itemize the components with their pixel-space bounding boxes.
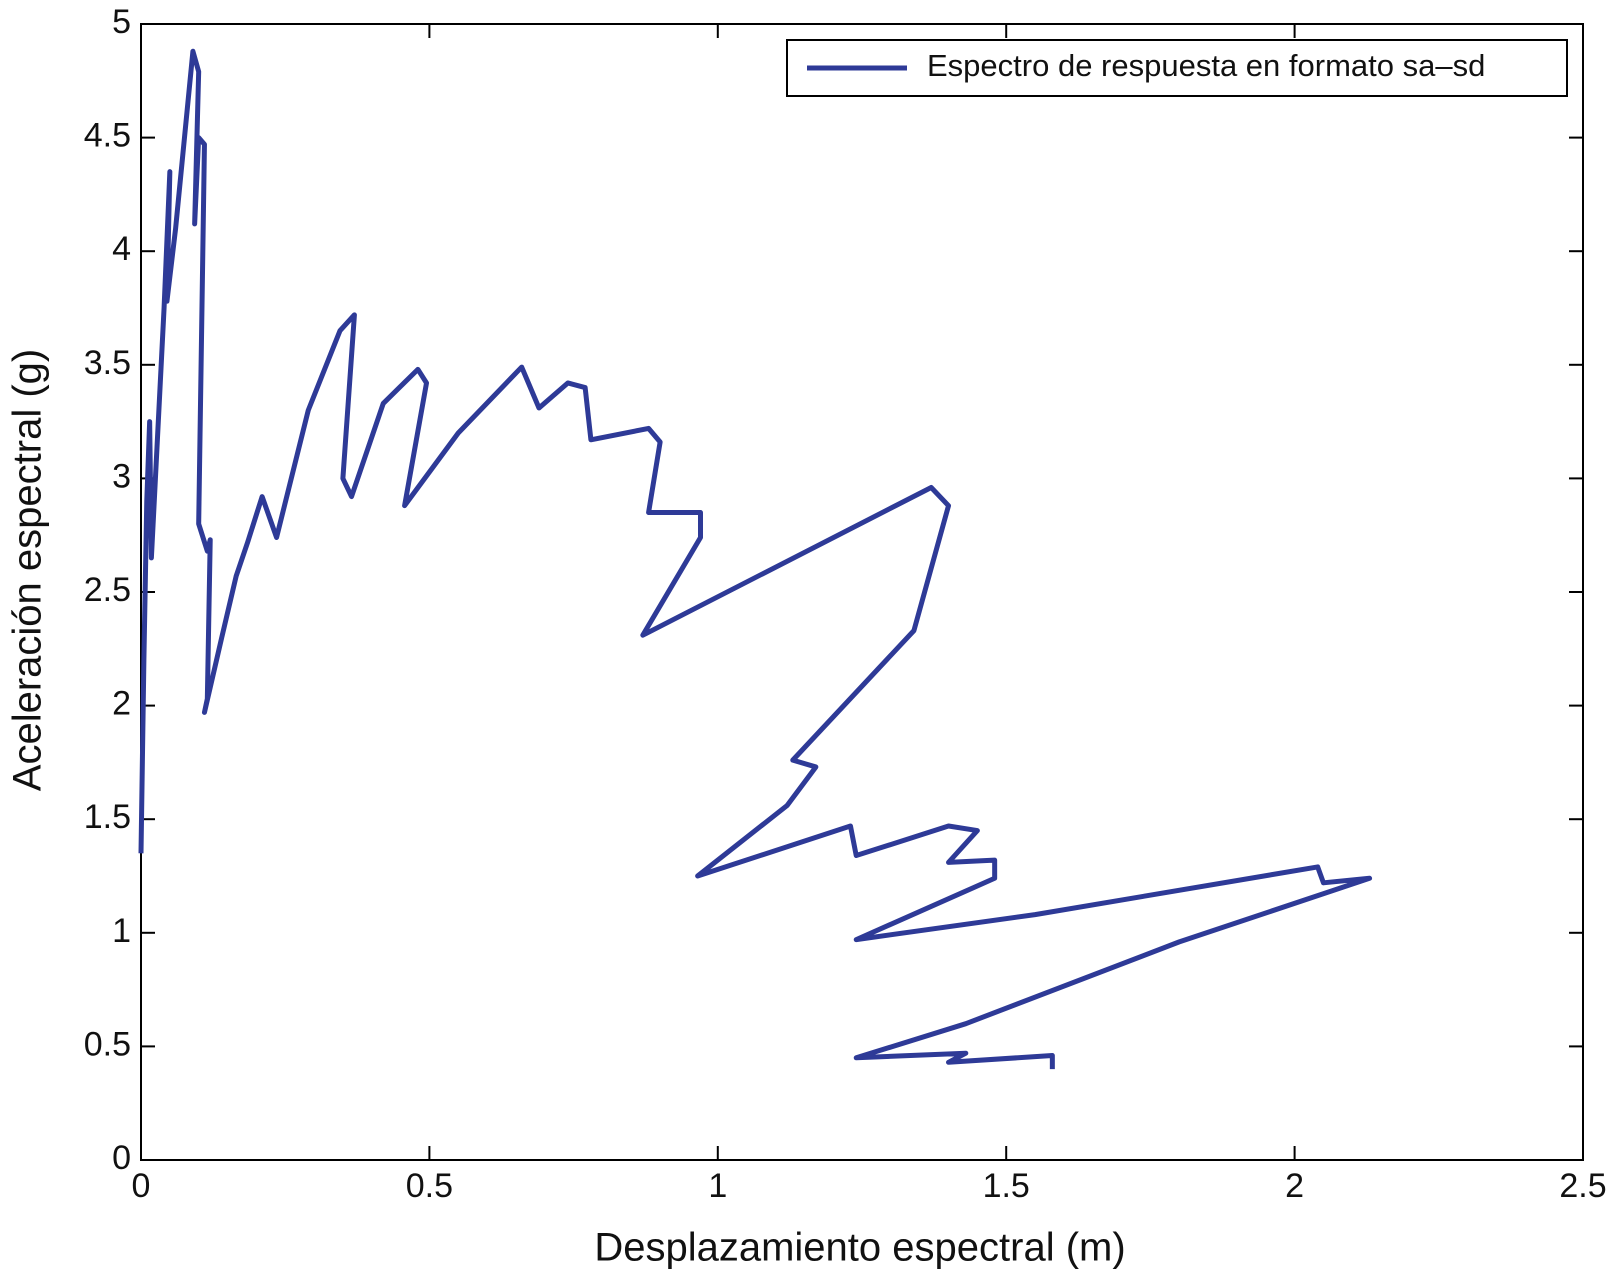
y-tick-label: 1.5 — [84, 798, 131, 836]
x-tick-label: 1.5 — [983, 1167, 1030, 1205]
y-tick-label: 3.5 — [84, 344, 131, 382]
y-tick-label: 2.5 — [84, 571, 131, 609]
x-tick-label: 0.5 — [406, 1167, 453, 1205]
x-tick-label: 2.5 — [1559, 1167, 1606, 1205]
x-tick-label: 1 — [708, 1167, 727, 1205]
legend-label: Espectro de respuesta en formato sa–sd — [927, 48, 1485, 83]
x-tick-label: 2 — [1285, 1167, 1304, 1205]
y-tick-label: 4 — [112, 230, 131, 268]
y-tick-label: 0 — [112, 1139, 131, 1177]
plot-area — [140, 23, 1584, 1161]
x-tick-label: 0 — [132, 1167, 151, 1205]
data-line — [138, 48, 1373, 1070]
y-tick-label: 2 — [112, 685, 131, 723]
y-tick-label: 5 — [112, 3, 131, 41]
legend-box — [786, 39, 1568, 97]
y-tick-label: 0.5 — [84, 1025, 131, 1063]
y-tick-label: 4.5 — [84, 117, 131, 155]
y-tick-label: 3 — [112, 457, 131, 495]
y-tick-label: 1 — [112, 912, 131, 950]
y-axis-label: Aceleración espectral (g) — [6, 349, 50, 791]
x-axis-label: Desplazamiento espectral (m) — [594, 1226, 1125, 1270]
